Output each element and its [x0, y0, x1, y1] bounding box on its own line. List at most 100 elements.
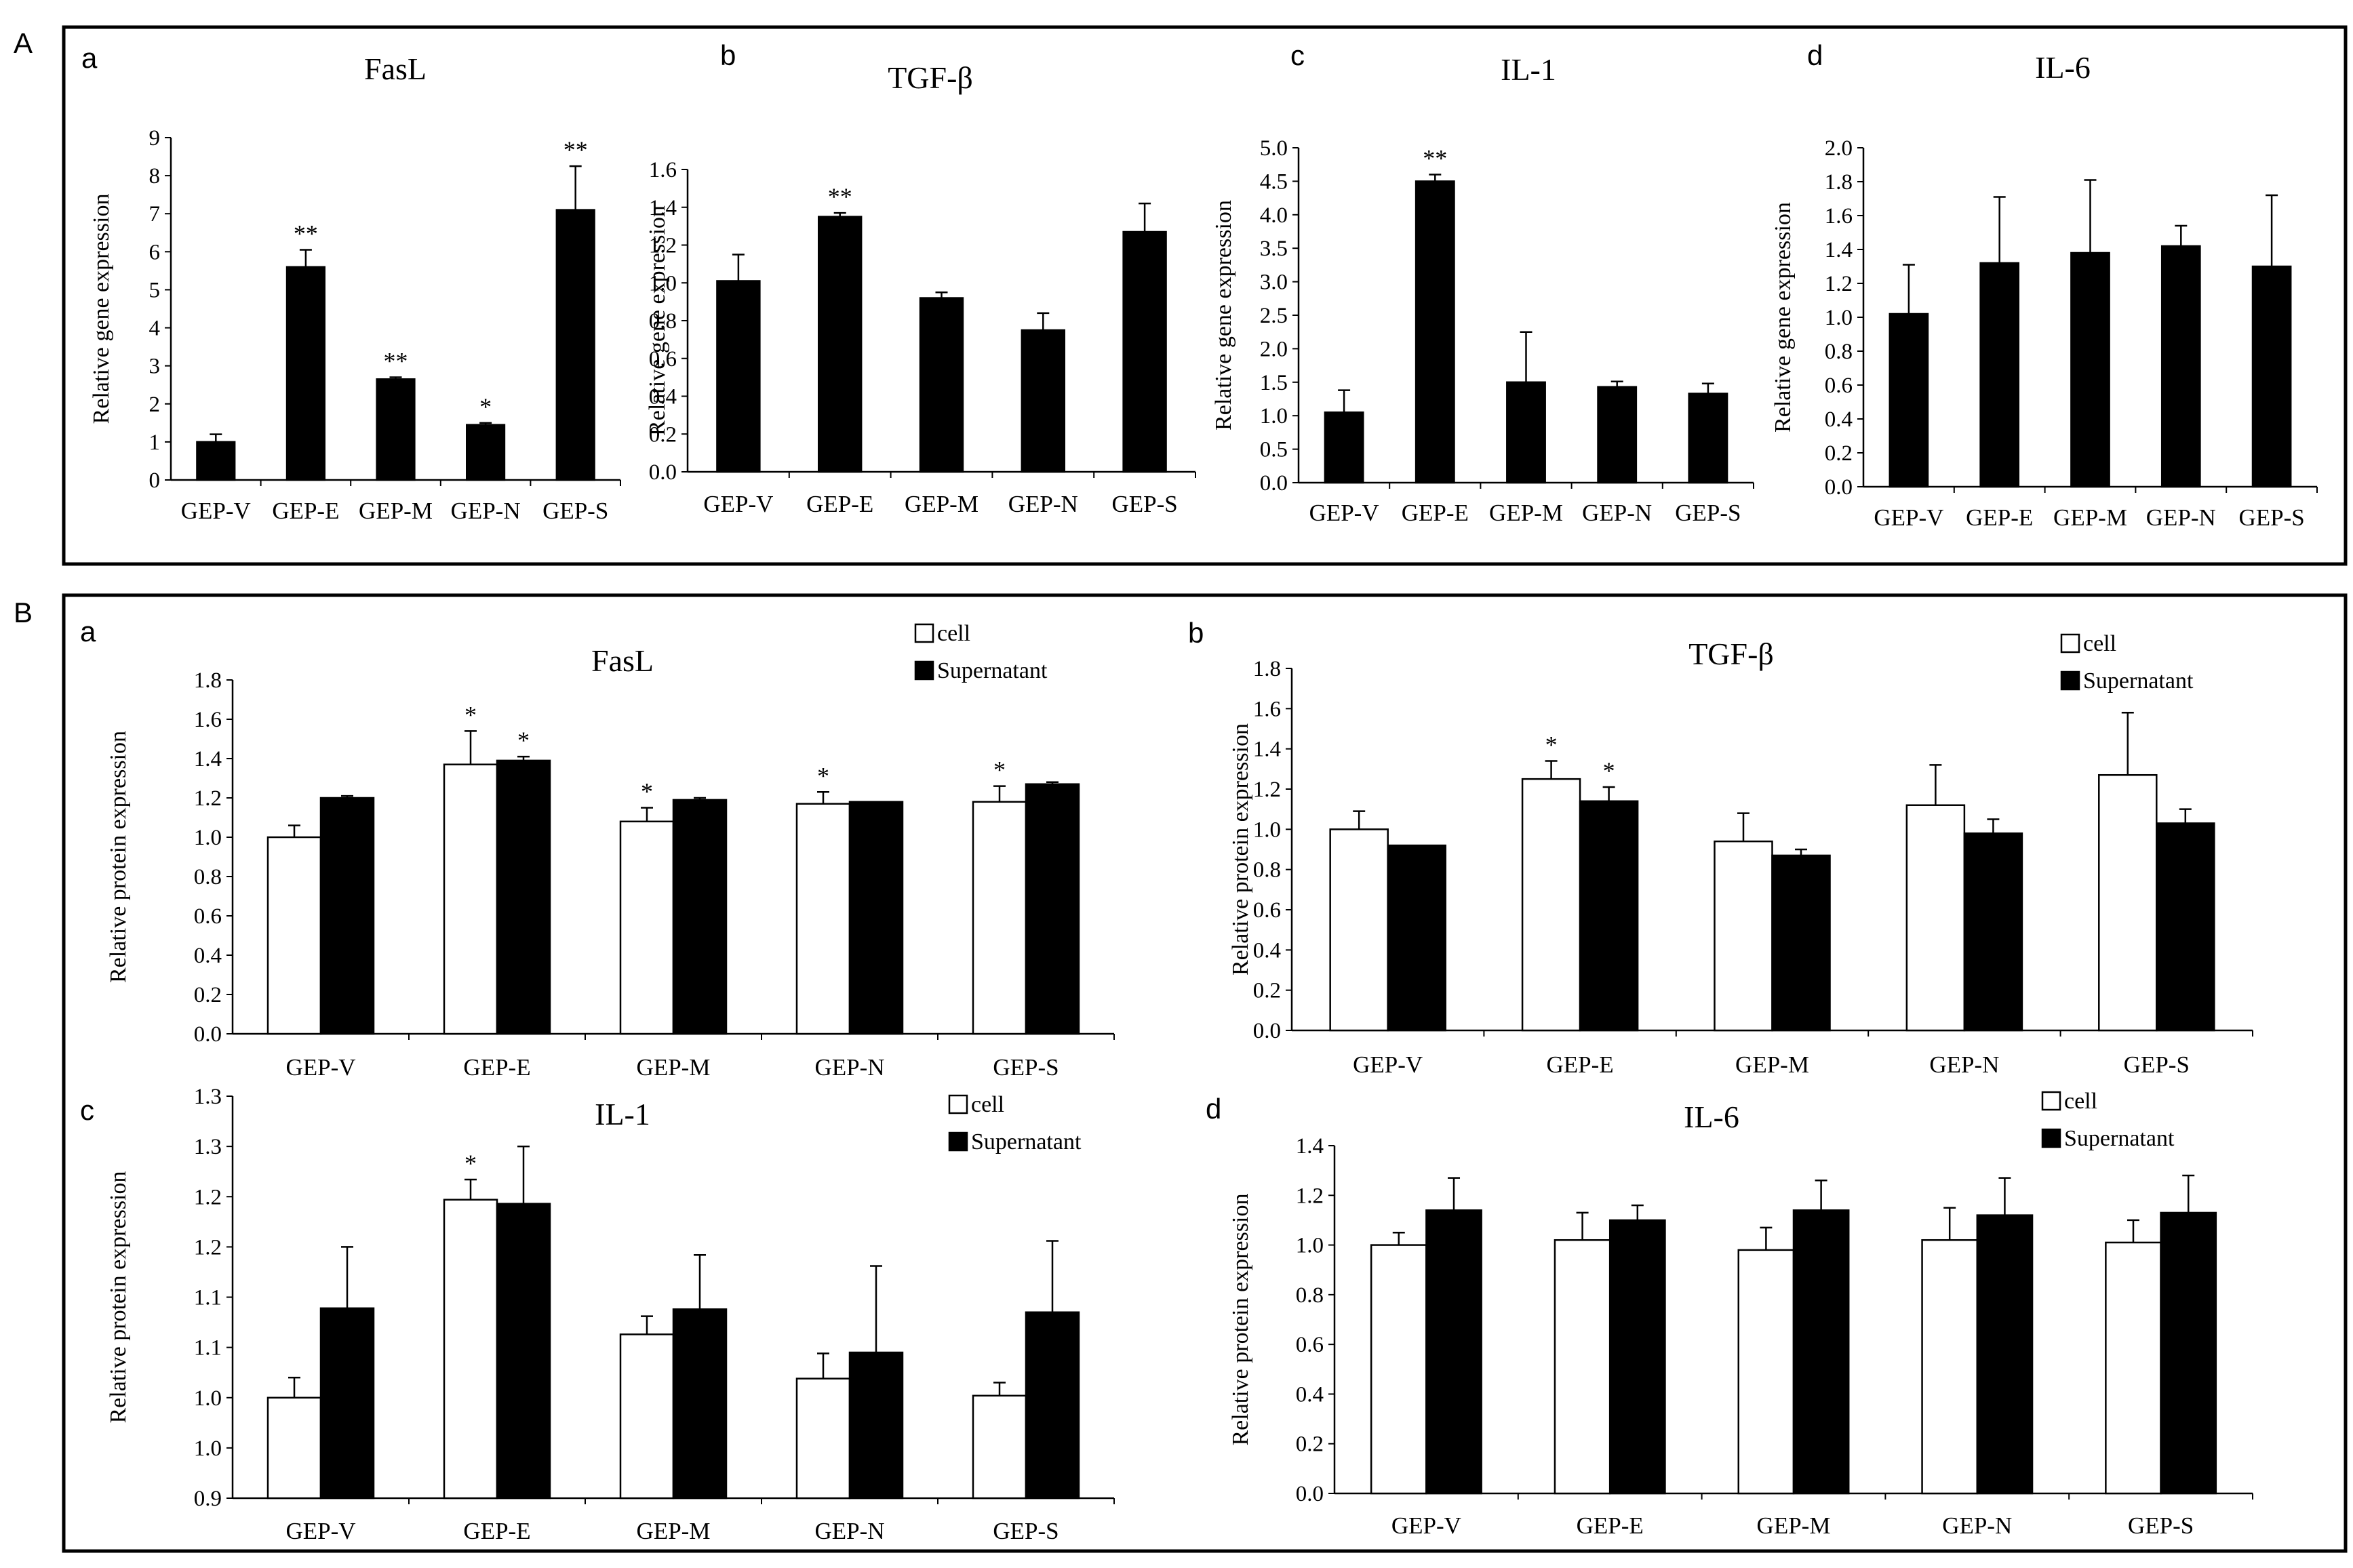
bar	[496, 1203, 551, 1500]
bar	[1415, 180, 1455, 484]
x-tick-label: GEP-S	[993, 1518, 1059, 1544]
bar	[1714, 840, 1773, 1032]
y-tick-label: 5.0	[1260, 136, 1288, 161]
bar	[1597, 386, 1638, 484]
significance-marker: *	[993, 757, 1006, 784]
y-tick-label: 1.2	[1253, 778, 1281, 802]
bar	[795, 1378, 851, 1500]
x-tick-label: GEP-S	[542, 498, 608, 524]
y-tick-label: 1.4	[1825, 238, 1853, 262]
y-tick-label: 1.6	[1253, 697, 1281, 721]
x-tick-label: GEP-S	[2238, 504, 2304, 531]
y-tick-label: 1.0	[194, 826, 222, 850]
y-axis-label: Relative protein expression	[1228, 1193, 1253, 1445]
y-tick-label: 1.6	[649, 158, 677, 182]
y-tick-label: 1.0	[1253, 818, 1281, 842]
y-tick-label: 1.0	[1260, 404, 1288, 428]
bar	[1979, 262, 2020, 488]
y-tick-label: 5	[149, 278, 161, 302]
x-tick-label: GEP-S	[1675, 500, 1741, 526]
y-tick-label: 4.5	[1260, 169, 1288, 194]
x-tick-label: GEP-V	[285, 1518, 355, 1544]
bar	[1905, 804, 1966, 1032]
legend-label: Supernatant	[937, 658, 1048, 683]
chart-sublabel: b	[1188, 617, 1204, 649]
bar	[466, 424, 506, 481]
y-tick-label: 8	[149, 164, 161, 188]
significance-marker: *	[817, 762, 829, 789]
y-tick-label: 1.2	[649, 234, 677, 258]
bar	[1370, 1244, 1427, 1495]
y-tick-label: 1.2	[194, 1185, 222, 1209]
bar	[319, 1307, 375, 1500]
y-tick-label: 0.8	[1296, 1283, 1324, 1308]
legend-label: cell	[2083, 631, 2116, 656]
panel-a-letter: A	[14, 27, 33, 59]
significance-marker: **	[384, 348, 408, 375]
chart-a-b: b TGF-β Relative gene expression 0.0 0.2 0.4 0…	[645, 39, 1196, 517]
x-tick-label: GEP-V	[1353, 1051, 1423, 1078]
y-tick-label: 6	[149, 240, 161, 264]
x-tick-label: GEP-N	[1942, 1512, 2012, 1539]
chart-title: IL-1	[1501, 52, 1556, 87]
bar	[285, 266, 325, 481]
y-tick-label: 0.8	[649, 309, 677, 334]
x-tick-label: GEP-M	[359, 498, 433, 524]
y-tick-label: 0.2	[1825, 441, 1853, 466]
significance-marker: *	[517, 727, 530, 754]
bar	[1737, 1249, 1795, 1495]
y-tick-label: 1.0	[1296, 1234, 1324, 1258]
y-axis-label: Relative gene expression	[89, 194, 114, 424]
legend-label: cell	[937, 621, 970, 646]
y-tick-label: 0.5	[1260, 438, 1288, 462]
chart-title: TGF-β	[1688, 637, 1774, 671]
bar	[2160, 1211, 2217, 1495]
y-axis-label: Relative gene expression	[1211, 200, 1236, 430]
bar	[2070, 252, 2110, 488]
y-tick-label: 2	[149, 393, 161, 417]
x-tick-label: GEP-E	[806, 491, 873, 517]
x-tick-label: GEP-S	[1111, 491, 1177, 517]
bar	[919, 297, 964, 473]
legend-label: cell	[971, 1092, 1004, 1117]
y-tick-label: 0.0	[649, 460, 677, 485]
bar	[848, 801, 904, 1035]
y-tick-label: 1.3	[194, 1135, 222, 1159]
bar	[1921, 1239, 1979, 1495]
y-tick-label: 1.6	[194, 708, 222, 732]
y-tick-label: 0.4	[649, 385, 677, 409]
x-tick-label: GEP-N	[2146, 504, 2216, 531]
legend-swatch	[2041, 1091, 2061, 1111]
y-tick-label: 0.0	[1296, 1482, 1324, 1506]
charts-layer: a FasL Relative gene expression 0 1 2 3 4 5 6 7 8 9 G…	[80, 39, 2318, 1544]
y-tick-label: 1.4	[1253, 738, 1281, 762]
bar	[2251, 265, 2292, 488]
y-tick-label: 1.2	[194, 1235, 222, 1260]
y-axis-label: Relative protein expression	[1228, 723, 1253, 976]
bar	[1506, 381, 1546, 484]
chart-a-c: c IL-1 Relative gene expression 0.0 0.5 1.0 1.…	[1211, 39, 1754, 526]
y-axis-label: Relative gene expression	[1771, 202, 1796, 433]
chart-b-c: c IL-1 Relative protein expression 0.9 1.0 1.…	[80, 1085, 1115, 1544]
x-tick-label: GEP-E	[463, 1518, 530, 1544]
x-tick-label: GEP-V	[703, 491, 773, 517]
x-tick-label: GEP-V	[181, 498, 251, 524]
chart-title: IL-6	[2035, 50, 2091, 85]
bar	[1976, 1214, 2034, 1495]
bar	[496, 759, 551, 1035]
x-tick-label: GEP-E	[1577, 1512, 1644, 1539]
y-tick-label: 0.6	[1825, 374, 1853, 398]
panel-a-frame	[62, 25, 2348, 566]
y-tick-label: 1.4	[1296, 1134, 1324, 1159]
y-tick-label: 1.6	[1825, 204, 1853, 228]
bar	[716, 280, 761, 473]
y-tick-label: 0.2	[1253, 979, 1281, 1003]
bar	[1122, 230, 1167, 473]
chart-title: TGF-β	[888, 60, 973, 95]
y-tick-label: 0.4	[1253, 938, 1281, 963]
bar	[2105, 1241, 2162, 1495]
y-tick-label: 4	[149, 317, 161, 341]
y-tick-label: 1.2	[194, 786, 222, 811]
bar	[319, 797, 375, 1035]
bar	[795, 803, 851, 1035]
